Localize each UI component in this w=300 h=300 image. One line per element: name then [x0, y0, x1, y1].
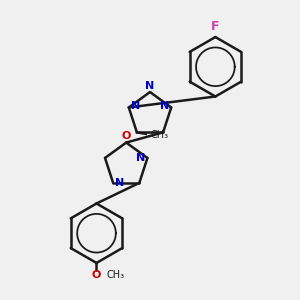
Text: N: N — [115, 178, 124, 188]
Text: N: N — [131, 101, 140, 111]
Text: O: O — [122, 131, 131, 141]
Text: CH₃: CH₃ — [107, 270, 125, 280]
Text: N: N — [145, 80, 154, 91]
Text: O: O — [92, 270, 101, 280]
Text: N: N — [160, 101, 169, 111]
Text: CH₃: CH₃ — [150, 130, 168, 140]
Text: F: F — [211, 20, 220, 33]
Text: N: N — [136, 153, 146, 163]
